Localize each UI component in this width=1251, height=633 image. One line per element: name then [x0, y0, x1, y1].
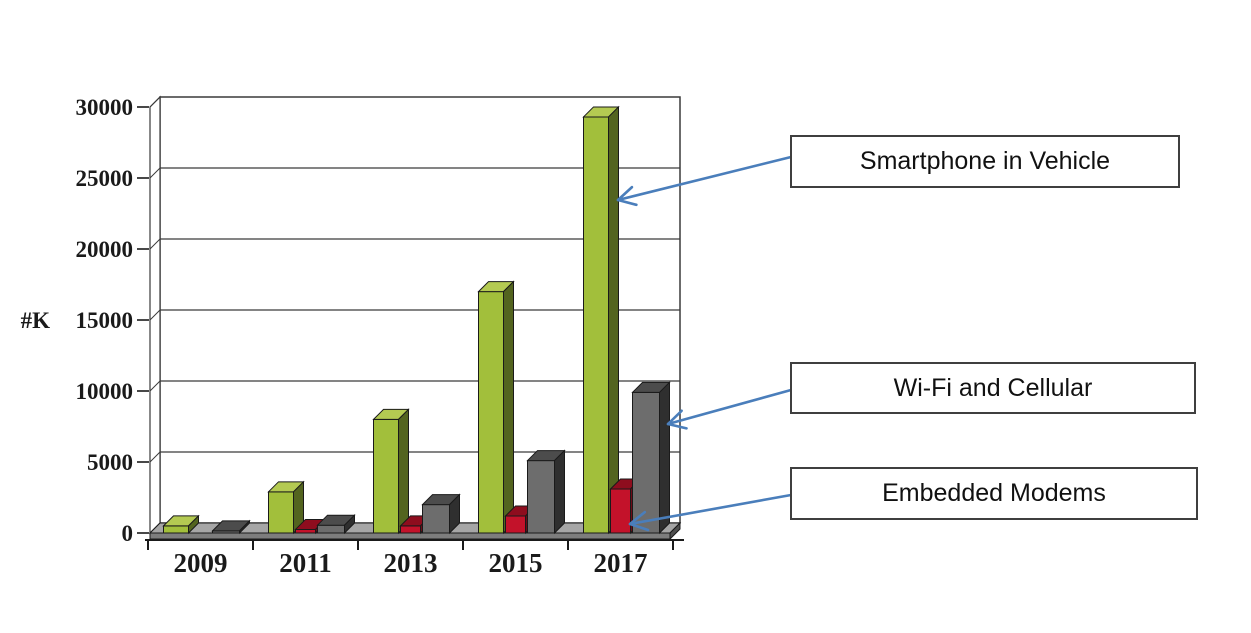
y-tick-label: 0	[122, 521, 134, 546]
arrow-embedded-modems-head	[628, 522, 650, 532]
bar-side-wi-fi-and-cellular-2017	[659, 381, 670, 535]
callout-wifi-and-cellular-label: Wi-Fi and Cellular	[893, 373, 1093, 402]
bar-front-smartphone-in-vehicle-2013	[373, 418, 399, 534]
arrow-smartphone-in-vehicle-head	[616, 198, 638, 207]
arrow-embedded-modems-head	[628, 510, 647, 526]
callout-smartphone-in-vehicle: Smartphone in Vehicle	[790, 135, 1180, 188]
callout-wifi-and-cellular: Wi-Fi and Cellular	[790, 362, 1196, 414]
y-tick-label: 10000	[76, 379, 134, 404]
arrow-wifi-and-cellular-head	[666, 422, 688, 430]
bar-side-smartphone-in-vehicle-2009	[188, 514, 199, 535]
bar-side-wi-fi-and-cellular-2013	[449, 493, 460, 535]
bar-front-smartphone-in-vehicle-2011	[268, 491, 294, 534]
bar-front-smartphone-in-vehicle-2015	[478, 291, 504, 534]
bar-front-embedded-modems-2013	[400, 525, 421, 534]
bar-side-wi-fi-and-cellular-2015	[554, 449, 565, 535]
arrow-smartphone-in-vehicle-head	[616, 185, 634, 202]
grid-step	[149, 451, 161, 463]
grid-step	[149, 309, 161, 321]
x-tick-label: 2015	[489, 548, 543, 578]
arrow-wifi-and-cellular-head	[666, 409, 683, 426]
y-tick-label: 30000	[76, 95, 134, 120]
callout-embedded-modems: Embedded Modems	[790, 467, 1198, 520]
x-tick-label: 2009	[174, 548, 228, 578]
arrow-wifi-and-cellular	[667, 388, 792, 426]
bar-front-smartphone-in-vehicle-2017	[583, 116, 609, 534]
bar-front-embedded-modems-2015	[505, 515, 526, 534]
bar-front-wi-fi-and-cellular-2013	[422, 504, 450, 534]
grid-step	[149, 238, 161, 250]
callout-embedded-modems-label: Embedded Modems	[882, 479, 1106, 507]
bar-front-wi-fi-and-cellular-2015	[527, 460, 555, 534]
arrow-embedded-modems	[629, 493, 792, 526]
arrow-smartphone-in-vehicle	[617, 155, 792, 202]
y-axis-label: #K	[21, 308, 51, 333]
y-tick-label: 15000	[76, 308, 134, 333]
bar-side-smartphone-in-vehicle-2015	[503, 280, 514, 535]
grid-step	[149, 96, 161, 108]
bar-front-wi-fi-and-cellular-2017	[632, 391, 660, 534]
bar-side-wi-fi-and-cellular-2009	[239, 519, 250, 535]
bar-side-wi-fi-and-cellular-2011	[344, 513, 355, 535]
bar-front-embedded-modems-2017	[610, 488, 631, 534]
y-tick-label: 20000	[76, 237, 134, 262]
bar-front-smartphone-in-vehicle-2009	[163, 525, 189, 534]
floor-front	[149, 532, 671, 540]
bar-front-wi-fi-and-cellular-2011	[317, 524, 345, 534]
grid-step	[149, 167, 161, 179]
bar-side-smartphone-in-vehicle-2017	[608, 105, 619, 535]
x-tick-label: 2013	[384, 548, 438, 578]
y-tick-label: 5000	[87, 450, 133, 475]
floor-cap	[669, 521, 681, 541]
bar-front-embedded-modems-2011	[295, 528, 316, 534]
grid-step	[149, 380, 161, 392]
bar-side-smartphone-in-vehicle-2013	[398, 408, 409, 535]
callout-smartphone-in-vehicle-label: Smartphone in Vehicle	[859, 147, 1111, 175]
x-tick-label: 2011	[279, 548, 332, 578]
y-tick-label: 25000	[76, 166, 134, 191]
x-tick-label: 2017	[594, 548, 648, 578]
